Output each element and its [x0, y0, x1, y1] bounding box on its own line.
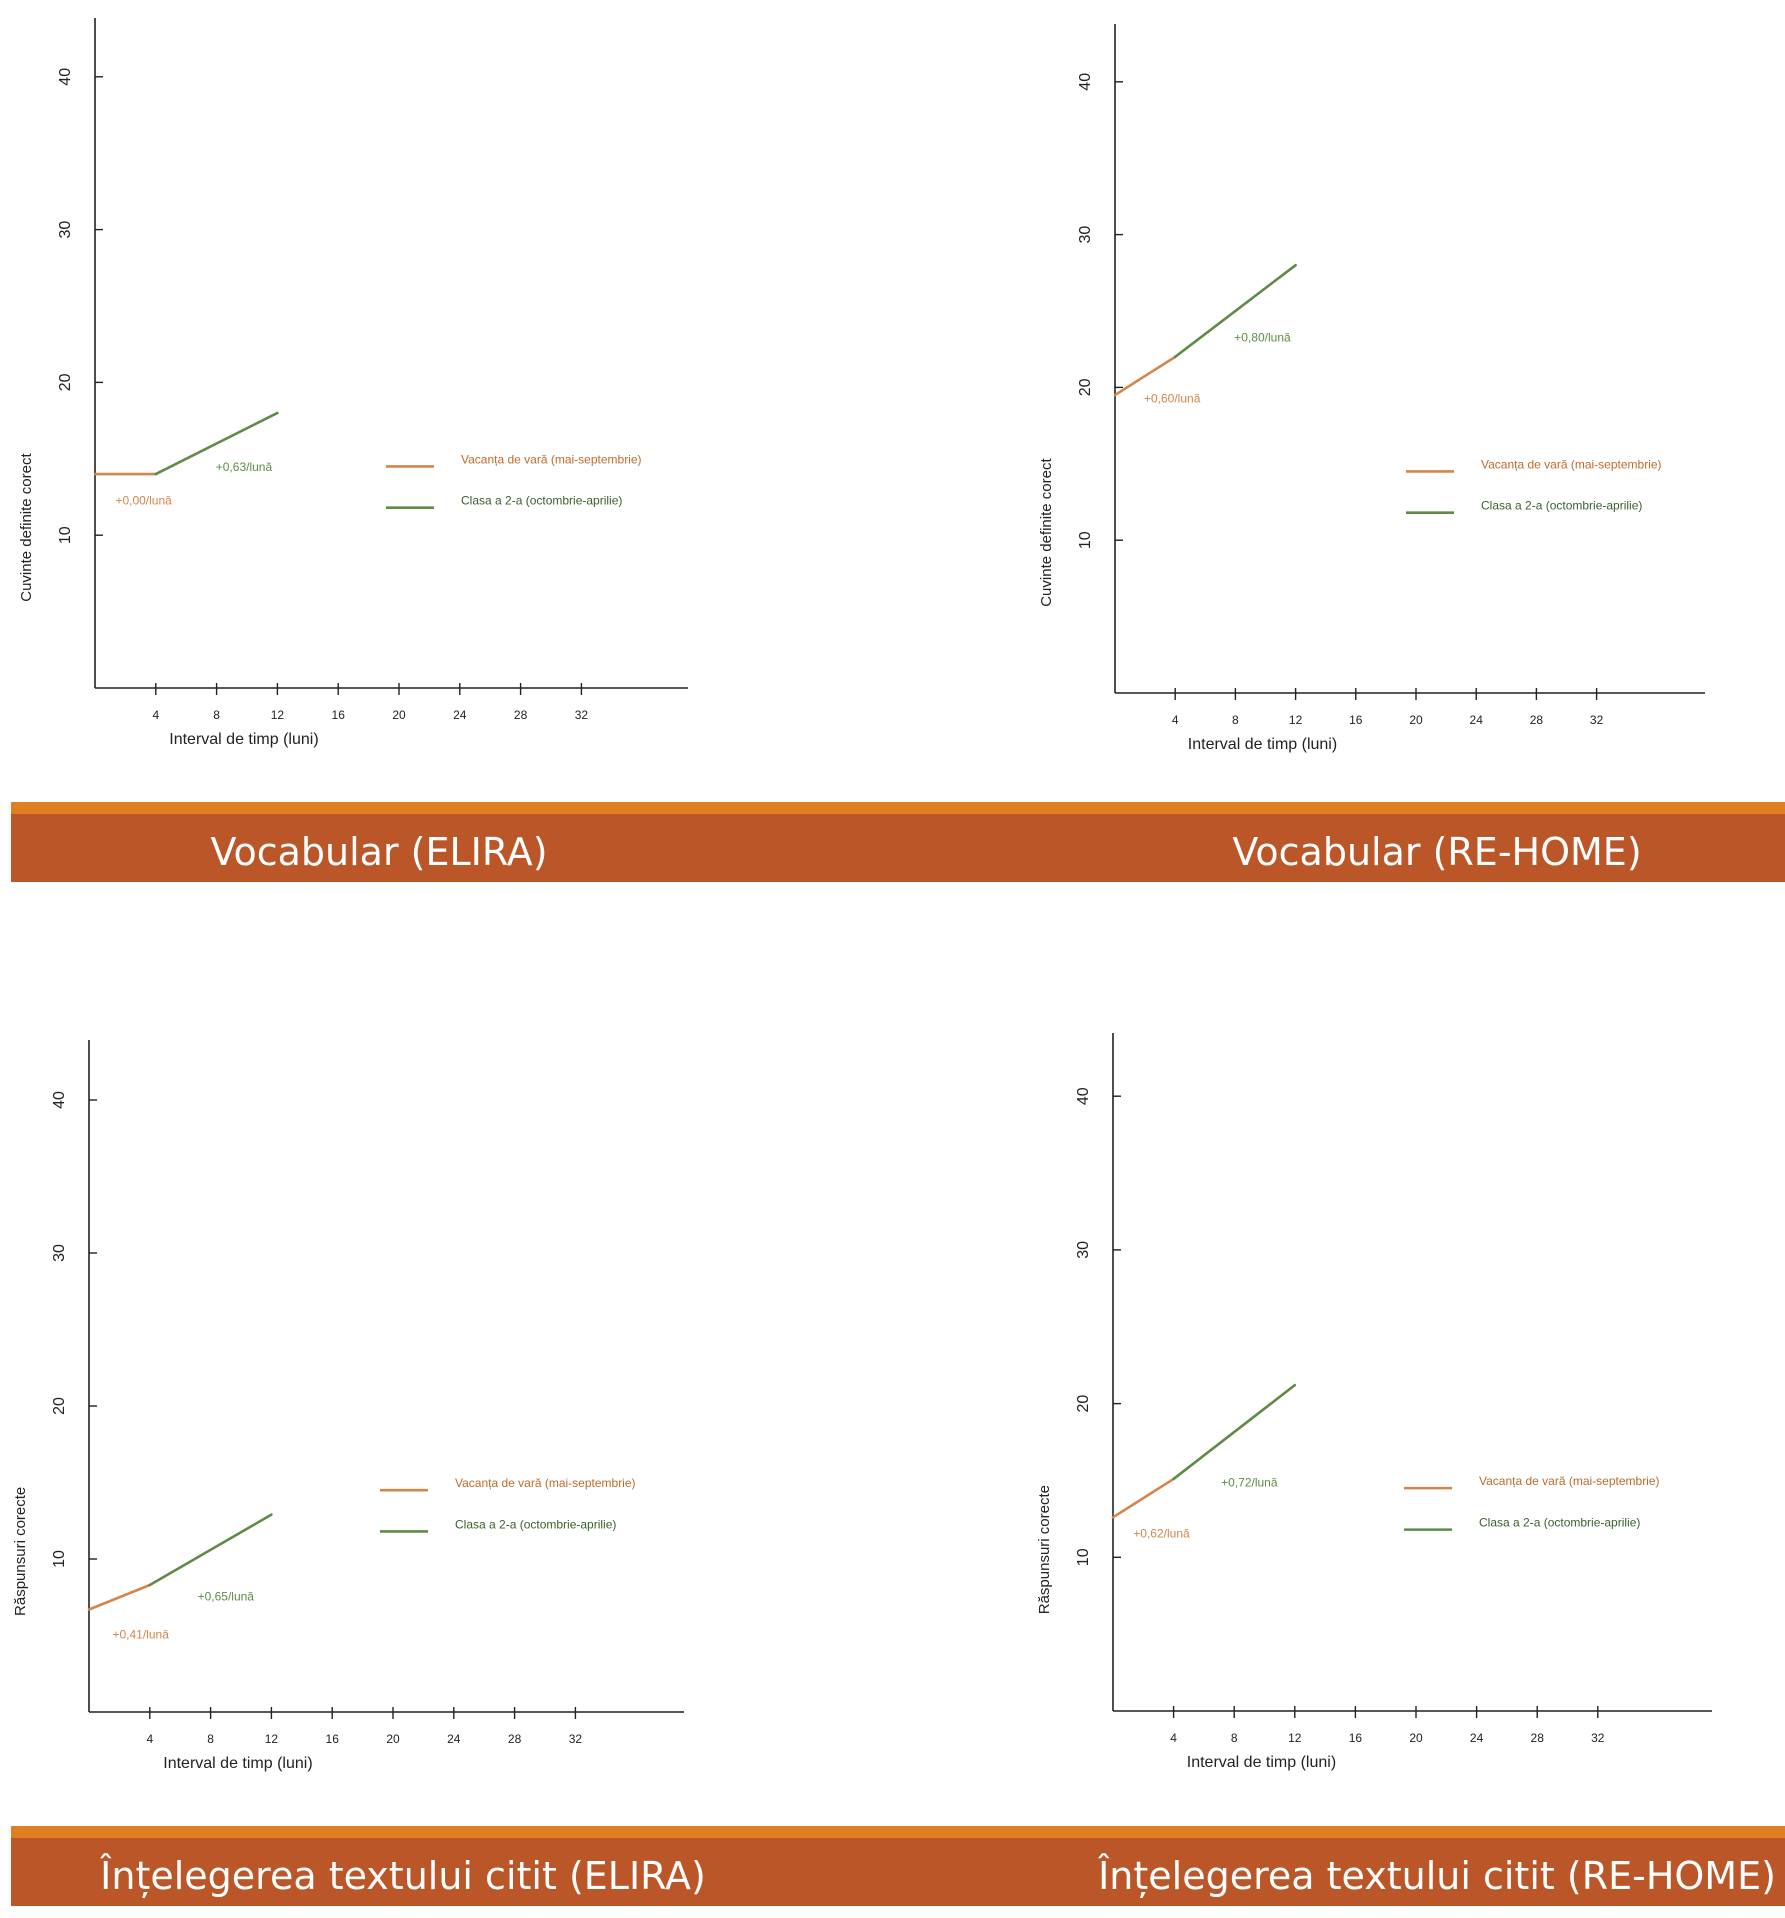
y-tick-label: 10 [1077, 531, 1094, 549]
x-tick-label: 8 [207, 1732, 214, 1746]
rate-annotation: +0,00/lună [115, 494, 172, 508]
y-tick-label: 20 [1077, 378, 1094, 396]
x-tick-label: 4 [1170, 1731, 1177, 1745]
y-tick-label: 40 [1077, 73, 1094, 91]
rate-annotation: +0,65/lună [198, 1589, 255, 1603]
legend-label-school: Clasa a 2-a (octombrie-aprilie) [1481, 499, 1642, 513]
y-tick-label: 10 [57, 526, 74, 544]
x-tick-label: 16 [1349, 713, 1363, 727]
x-tick-label: 16 [332, 708, 346, 722]
series-line-summer [87, 1583, 152, 1611]
rate-annotation: +0,80/lună [1234, 331, 1291, 345]
x-tick-label: 32 [1591, 1731, 1605, 1745]
banner-intelegerea: Înțelegerea textului citit (ELIRA) Înțel… [11, 1826, 1785, 1906]
x-tick-label: 32 [569, 1732, 583, 1746]
x-axis-title: Interval de timp (luni) [1187, 1754, 1336, 1771]
series-line-school [154, 411, 279, 476]
x-tick-label: 16 [326, 1732, 340, 1746]
x-tick-label: 12 [271, 708, 285, 722]
series-line-summer [1113, 355, 1177, 397]
y-tick-label: 40 [1075, 1087, 1092, 1105]
series-line-school [1172, 1383, 1297, 1481]
chart-2: 4 8 12 16 20 24 28 32 10 20 30 40 Interval de timp (… [1038, 24, 1705, 753]
x-tick-label: 20 [386, 1732, 400, 1746]
x-tick-label: 12 [1288, 1731, 1302, 1745]
x-tick-label: 24 [1470, 1731, 1484, 1745]
x-tick-label: 32 [575, 708, 589, 722]
y-axis-title: Cuvinte definite corect [1038, 458, 1055, 607]
x-tick-label: 28 [1531, 1731, 1545, 1745]
banner-title-vocabular-rehome: Vocabular (RE-HOME) [1232, 830, 1642, 874]
series-line-school [1173, 263, 1297, 359]
rate-annotation: +0,41/lună [112, 1628, 169, 1642]
banner-vocabular: Vocabular (ELIRA) Vocabular (RE-HOME) [11, 802, 1785, 882]
chart-4: 4 8 12 16 20 24 28 32 10 20 30 40 Interval de timp (… [1036, 1033, 1712, 1771]
y-tick-label: 20 [57, 373, 74, 391]
y-axis-title: Cuvinte definite corect [18, 453, 35, 602]
y-tick-label: 40 [57, 68, 74, 86]
legend-label-summer: Vacanța de vară (mai-septembrie) [461, 452, 642, 466]
x-tick-label: 20 [392, 708, 406, 722]
y-tick-label: 30 [1075, 1241, 1092, 1259]
x-tick-label: 8 [1231, 1731, 1238, 1745]
chart-3: 4 8 12 16 20 24 28 32 10 20 30 40 Interval de timp (… [12, 1040, 684, 1772]
y-tick-label: 20 [1075, 1395, 1092, 1413]
y-tick-label: 10 [51, 1550, 68, 1568]
x-tick-label: 12 [1289, 713, 1303, 727]
legend-label-school: Clasa a 2-a (octombrie-aprilie) [1479, 1516, 1640, 1530]
rate-annotation: +0,72/lună [1221, 1476, 1278, 1490]
legend-label-summer: Vacanța de vară (mai-septembrie) [1479, 1474, 1660, 1488]
y-tick-label: 40 [51, 1091, 68, 1109]
rate-annotation: +0,62/lună [1133, 1526, 1190, 1540]
y-tick-label: 20 [51, 1397, 68, 1415]
x-tick-label: 24 [447, 1732, 461, 1746]
x-tick-label: 4 [146, 1732, 153, 1746]
banner-title-intelegerea-elira: Înțelegerea textului citit (ELIRA) [100, 1854, 706, 1898]
rate-annotation: +0,63/lună [216, 460, 273, 474]
x-tick-label: 8 [213, 708, 220, 722]
rate-annotation: +0,60/lună [1144, 392, 1201, 406]
x-tick-label: 24 [1470, 713, 1484, 727]
x-tick-label: 20 [1409, 1731, 1423, 1745]
x-axis-title: Interval de timp (luni) [169, 731, 318, 748]
y-tick-label: 30 [51, 1244, 68, 1262]
legend-label-summer: Vacanța de vară (mai-septembrie) [1481, 457, 1662, 471]
x-tick-label: 12 [265, 1732, 279, 1746]
x-tick-label: 28 [508, 1732, 522, 1746]
x-tick-label: 32 [1590, 713, 1604, 727]
x-tick-label: 20 [1409, 713, 1423, 727]
x-tick-label: 28 [1530, 713, 1544, 727]
legend-label-school: Clasa a 2-a (octombrie-aprilie) [461, 494, 622, 508]
x-axis-title: Interval de timp (luni) [1188, 736, 1337, 753]
y-tick-label: 30 [57, 221, 74, 239]
x-tick-label: 24 [453, 708, 467, 722]
series-line-school [148, 1513, 273, 1587]
y-axis-title: Răspunsuri corecte [1036, 1485, 1053, 1614]
y-tick-label: 10 [1075, 1548, 1092, 1566]
chart-1: 4 8 12 16 20 24 28 32 10 20 30 40 Interval de timp (… [18, 18, 688, 748]
x-tick-label: 16 [1349, 1731, 1363, 1745]
x-axis-title: Interval de timp (luni) [163, 1755, 312, 1772]
banner-title-vocabular-elira: Vocabular (ELIRA) [210, 830, 548, 874]
series-line-summer [1111, 1477, 1175, 1519]
x-tick-label: 4 [152, 708, 159, 722]
x-tick-label: 4 [1172, 713, 1179, 727]
legend-label-school: Clasa a 2-a (octombrie-aprilie) [455, 1517, 616, 1531]
x-tick-label: 8 [1232, 713, 1239, 727]
legend-label-summer: Vacanța de vară (mai-septembrie) [455, 1476, 636, 1490]
x-tick-label: 28 [514, 708, 528, 722]
y-axis-title: Răspunsuri corecte [12, 1487, 29, 1616]
banner-title-intelegerea-rehome: Înțelegerea textului citit (RE-HOME) [1098, 1854, 1776, 1898]
y-tick-label: 30 [1077, 226, 1094, 244]
